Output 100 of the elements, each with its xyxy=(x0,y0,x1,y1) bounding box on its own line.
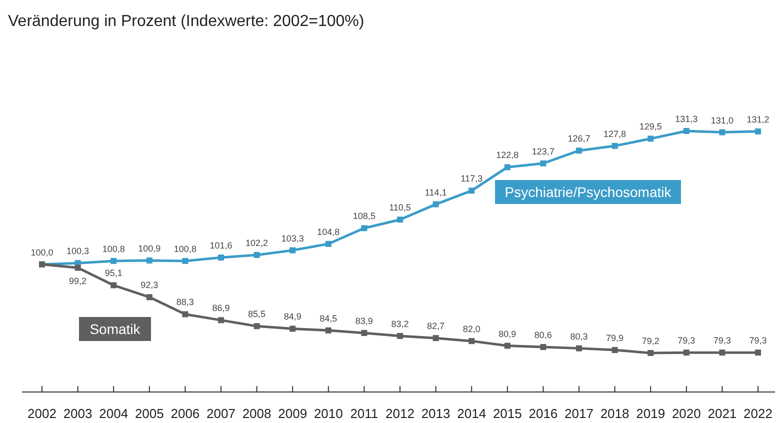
x-tick-label: 2004 xyxy=(99,406,128,421)
data-label: 110,5 xyxy=(389,202,411,213)
point xyxy=(683,350,690,356)
x-tick-label: 2006 xyxy=(170,406,200,421)
data-label: 100,9 xyxy=(138,244,161,254)
point xyxy=(397,332,403,339)
data-label: 80,3 xyxy=(570,331,588,342)
data-label: 88,3 xyxy=(176,297,194,308)
data-label: 79,3 xyxy=(749,336,767,346)
data-label: 131,2 xyxy=(746,114,770,124)
x-tick-label: 2014 xyxy=(457,406,486,421)
point xyxy=(504,164,510,170)
data-label: 123,7 xyxy=(532,146,554,156)
data-label: 104,8 xyxy=(317,226,340,237)
data-label: 117,3 xyxy=(460,174,483,184)
data-label: 100,8 xyxy=(102,244,125,254)
point xyxy=(182,258,188,264)
x-tick-label: 2002 xyxy=(28,406,56,421)
chart-title: Veränderung in Prozent (Indexwerte: 2002=100%) xyxy=(8,13,364,30)
point xyxy=(397,216,403,223)
point xyxy=(218,317,224,324)
point xyxy=(361,225,368,232)
data-label: 79,9 xyxy=(606,333,624,344)
x-tick-label: 2020 xyxy=(672,406,701,421)
x-tick-label: 2009 xyxy=(278,406,308,421)
data-label: 101,6 xyxy=(210,240,232,251)
point xyxy=(719,129,726,136)
data-label: 131,3 xyxy=(675,114,698,124)
x-tick-label: 2008 xyxy=(242,406,272,421)
x-tick-label: 2015 xyxy=(492,406,522,421)
data-label: 82,7 xyxy=(427,321,445,332)
data-label: 126,7 xyxy=(568,134,590,144)
data-label: 100,3 xyxy=(66,246,90,256)
data-label: 79,2 xyxy=(642,336,660,346)
point xyxy=(74,264,81,271)
point xyxy=(290,326,296,332)
data-label: 83,9 xyxy=(355,316,373,326)
data-label: 100,0 xyxy=(30,247,54,258)
x-tick-label: 2012 xyxy=(386,406,414,421)
data-label: 92,3 xyxy=(140,280,158,290)
point xyxy=(468,338,475,344)
point xyxy=(218,254,224,261)
x-tick-label: 2019 xyxy=(636,406,666,421)
data-label: 86,9 xyxy=(212,303,230,314)
series-label: Somatik xyxy=(90,321,142,337)
data-label: 83,2 xyxy=(391,318,409,329)
point xyxy=(648,350,654,356)
point xyxy=(432,335,439,342)
x-tick-label: 2011 xyxy=(350,406,378,421)
data-label: 103,3 xyxy=(281,233,304,244)
point xyxy=(325,240,332,247)
x-tick-label: 2007 xyxy=(206,406,236,421)
point xyxy=(612,142,618,149)
point xyxy=(325,327,332,334)
point xyxy=(146,258,152,264)
x-tick-label: 2003 xyxy=(63,406,92,421)
data-label: 122,8 xyxy=(496,150,519,160)
point xyxy=(540,344,546,350)
data-label: 82,0 xyxy=(462,324,480,334)
x-tick-label: 2005 xyxy=(134,406,164,421)
point xyxy=(361,330,368,336)
data-label: 99,2 xyxy=(69,276,87,286)
data-label: 79,3 xyxy=(678,336,696,346)
point xyxy=(254,323,260,330)
data-label: 100,8 xyxy=(174,244,196,254)
point xyxy=(432,201,439,208)
point xyxy=(110,258,117,264)
x-tick-label: 2016 xyxy=(528,406,558,421)
point xyxy=(504,342,510,349)
point xyxy=(648,136,654,142)
point xyxy=(612,347,618,354)
point xyxy=(254,252,260,258)
data-label: 80,9 xyxy=(498,328,516,339)
data-label: 108,5 xyxy=(352,211,376,222)
point xyxy=(468,188,475,194)
data-label: 114,1 xyxy=(424,187,447,198)
data-label: 127,8 xyxy=(604,128,626,139)
data-label: 129,5 xyxy=(639,122,662,132)
point xyxy=(755,128,761,134)
point xyxy=(683,128,690,134)
point xyxy=(576,345,582,352)
data-label: 84,5 xyxy=(320,313,338,324)
point xyxy=(146,294,152,300)
x-tick-label: 2022 xyxy=(744,406,772,421)
data-label: 84,9 xyxy=(284,312,302,322)
point xyxy=(719,350,726,356)
series-label: Psychiatrie/Psychosomatik xyxy=(504,184,672,200)
point xyxy=(540,160,546,166)
data-label: 131,0 xyxy=(710,115,734,126)
x-tick-label: 2017 xyxy=(564,406,594,421)
data-label: 85,5 xyxy=(248,309,266,320)
point xyxy=(755,350,761,356)
data-label: 79,3 xyxy=(713,336,731,346)
data-label: 102,2 xyxy=(246,238,268,248)
x-tick-label: 2018 xyxy=(600,406,630,421)
point xyxy=(290,247,296,254)
point xyxy=(182,311,188,318)
x-tick-label: 2010 xyxy=(314,406,343,421)
x-tick-label: 2013 xyxy=(421,406,450,421)
data-label: 95,1 xyxy=(104,268,122,278)
